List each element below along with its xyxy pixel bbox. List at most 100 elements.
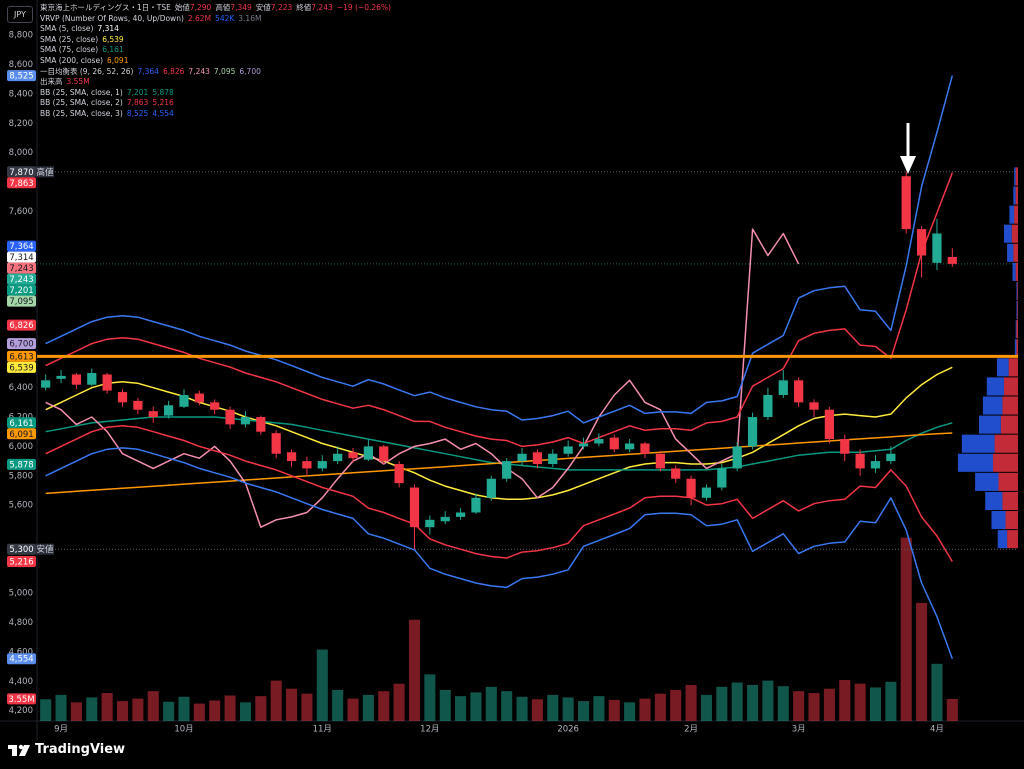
- volume-bar: [270, 680, 282, 721]
- indicator-name: BB (25, SMA, close, 3): [40, 108, 123, 118]
- indicator-value: 7,863: [126, 98, 149, 108]
- ohlc-value: 7,349: [230, 3, 252, 12]
- profile-down: [1013, 243, 1018, 262]
- indicator-value: 5,216: [152, 98, 174, 108]
- volume-bar: [316, 649, 328, 721]
- price-badge: [7, 556, 36, 568]
- price-badge-label: 7,243: [9, 264, 33, 274]
- chart: 4,200 4,400 4,600 4,800 5,000 5,600 5,800 6,000…: [0, 0, 1024, 740]
- legend-indicator-row: SMA (75, close) 6,161: [40, 45, 395, 56]
- volume-bar: [562, 697, 574, 721]
- candle-body: [563, 446, 573, 454]
- volume-bar: [946, 698, 958, 721]
- price-badge-label: 6,700: [9, 340, 33, 350]
- volume-bar: [193, 703, 205, 721]
- candle-body: [855, 453, 865, 469]
- candle-body: [379, 446, 389, 462]
- profile-up: [986, 377, 1004, 396]
- profile-down: [1016, 320, 1018, 339]
- price-badge-label: 7,095: [9, 297, 33, 307]
- profile-up: [957, 453, 994, 472]
- profile-up: [1007, 243, 1014, 262]
- y-tick-label: 5,000: [9, 589, 33, 599]
- y-tick-label: 8,000: [9, 148, 33, 158]
- candle-body: [824, 409, 834, 440]
- ohlc-value: 7,223: [270, 3, 293, 12]
- profile-up: [1016, 281, 1018, 301]
- indicator-value: 7,243: [188, 66, 210, 76]
- candle-body: [747, 417, 758, 447]
- indicator-value: 2.62M: [187, 13, 212, 23]
- volume-bar: [286, 688, 298, 721]
- candle-body: [778, 380, 788, 396]
- x-tick-label: 4月: [930, 725, 944, 735]
- y-tick-label: 4,800: [9, 618, 33, 628]
- candle-body: [640, 443, 650, 454]
- indicator-name: SMA (200, close): [40, 55, 103, 65]
- candle-body: [317, 461, 327, 469]
- profile-up: [982, 396, 1003, 415]
- arrow-head: [900, 156, 916, 174]
- candle-body: [102, 374, 112, 391]
- price-badge-label: 7,364: [9, 242, 33, 252]
- candle-body: [409, 487, 420, 528]
- y-tick-label: 7,600: [9, 207, 33, 217]
- candle-body: [701, 487, 712, 498]
- plot: 4,200 4,400 4,600 4,800 5,000 5,600 5,800 6,000…: [7, 31, 1018, 735]
- price-badge: [7, 240, 36, 252]
- legend-indicator-row: BB (25, SMA, close, 3) 8,525 4,554: [40, 109, 395, 120]
- volume-bar: [101, 693, 113, 721]
- candle-body: [794, 380, 804, 403]
- profile-down: [1017, 281, 1018, 301]
- volume-bar: [301, 693, 313, 721]
- volume-bar: [501, 691, 513, 721]
- profile-down: [1011, 224, 1018, 243]
- brand-logo: [8, 744, 30, 756]
- indicator-value: 4,554: [152, 108, 174, 118]
- price-badge: [7, 166, 36, 178]
- candle-body: [56, 375, 66, 379]
- legend-indicator-row: SMA (25, close) 6,539: [40, 35, 395, 46]
- legend: 東京海上ホールディングス・1日・TSE 始値7,290 高値7,349 安値7,223…: [40, 3, 395, 120]
- volume-badge-label: 3.55M: [8, 695, 34, 705]
- ohlc-label: 高値: [215, 3, 231, 12]
- price-badge: [7, 319, 36, 331]
- indicator-value: 6,700: [239, 66, 261, 76]
- price-badge-tag-label: 高値: [36, 167, 54, 178]
- volume-bar: [808, 693, 820, 721]
- x-tick-label: 3月: [792, 725, 806, 735]
- volume-bar: [408, 619, 421, 721]
- candle-body: [886, 453, 896, 462]
- candle-body: [41, 380, 51, 388]
- indicator-value: 7,201: [126, 87, 149, 97]
- candle-body: [148, 411, 158, 418]
- volume-bar: [70, 702, 82, 721]
- indicator-value: 8,525: [126, 108, 149, 118]
- volume-bar: [670, 689, 682, 721]
- volume-bar: [378, 691, 390, 721]
- candle-body: [363, 446, 373, 460]
- price-badge-label: 7,870: [9, 168, 33, 178]
- price-badge-label: 6,091: [9, 430, 33, 440]
- profile-up: [1009, 205, 1015, 224]
- y-tick-label: 5,600: [9, 501, 33, 511]
- profile-down: [998, 472, 1018, 491]
- volume-bar: [439, 689, 451, 721]
- background: [0, 0, 1024, 740]
- candle-body: [916, 229, 927, 256]
- price-badge: [7, 653, 36, 665]
- currency-button[interactable]: JPY: [7, 6, 33, 23]
- price-badge: [7, 543, 36, 555]
- candle-body: [425, 519, 435, 528]
- indicator-name: BB (25, SMA, close, 1): [40, 87, 123, 97]
- candle-body: [870, 461, 881, 469]
- candle-body: [394, 464, 404, 484]
- profile-up: [1014, 167, 1016, 186]
- x-tick-label: 10月: [174, 725, 193, 735]
- annotation-arrow: [900, 123, 916, 174]
- profile-up: [975, 472, 999, 491]
- legend-indicator-row: 出来高 3.55M: [40, 77, 395, 88]
- symbol-title: 東京海上ホールディングス・1日・TSE: [40, 3, 171, 12]
- y-tick-label: 8,800: [9, 31, 33, 41]
